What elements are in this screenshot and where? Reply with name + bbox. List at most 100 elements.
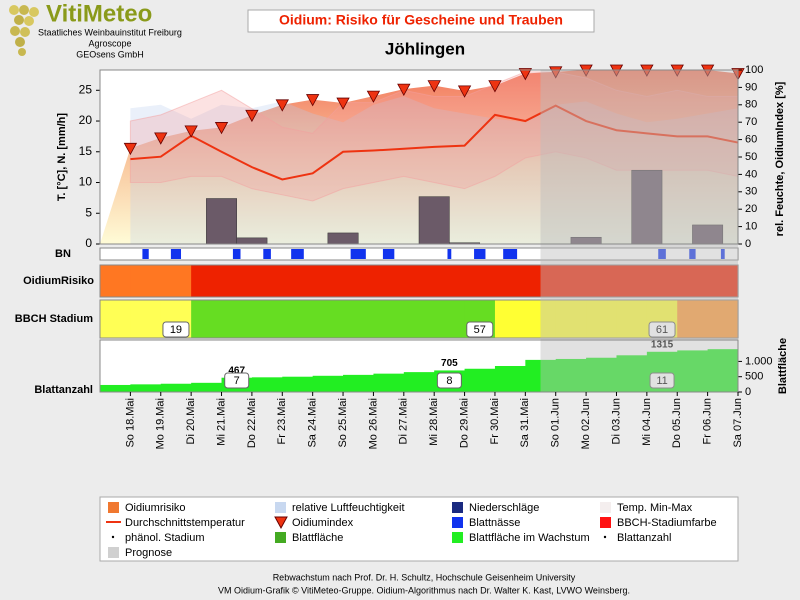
y-axis-label: T. [°C], N. [mm/h] bbox=[56, 113, 68, 201]
stage-label: 61 bbox=[656, 324, 668, 336]
precip-bar bbox=[206, 198, 237, 245]
leaf-area-bar bbox=[100, 384, 131, 392]
bbch-cell bbox=[434, 300, 466, 338]
footer: Rebwachstum nach Prof. Dr. H. Schultz, H… bbox=[273, 572, 576, 582]
leaf-wetness bbox=[232, 249, 241, 259]
legend-label: BBCH-Stadiumfarbe bbox=[617, 517, 717, 529]
count-box bbox=[436, 372, 462, 389]
legend-swatch bbox=[275, 502, 286, 513]
precip-bar bbox=[631, 169, 663, 245]
leaf-wetness bbox=[142, 249, 149, 259]
leaf-area-bar bbox=[130, 384, 162, 392]
risk-cell bbox=[525, 265, 557, 297]
x-tick-label: Mo 02.Jun bbox=[580, 398, 592, 449]
legend-swatch bbox=[452, 532, 463, 543]
leaf-wetness bbox=[291, 249, 304, 259]
risk-cell bbox=[494, 265, 526, 297]
leaf-count: 7 bbox=[234, 375, 240, 387]
bbch-cell bbox=[373, 300, 405, 338]
x-tick-label: So 01.Jun bbox=[550, 398, 562, 448]
legend-label: Prognose bbox=[125, 547, 172, 559]
leaf-area-bar bbox=[616, 355, 648, 392]
legend-label: relative Luftfeuchtigkeit bbox=[292, 502, 405, 514]
index-marker bbox=[366, 90, 381, 103]
index-marker bbox=[336, 97, 350, 110]
x-tick-label: Fr 30.Mai bbox=[489, 398, 501, 444]
stage-box bbox=[648, 321, 676, 338]
leaf-area-bar bbox=[403, 372, 435, 392]
bbch-cell bbox=[586, 300, 617, 338]
title-box bbox=[247, 9, 595, 33]
y2-tick-label: 40 bbox=[745, 168, 757, 180]
legend-label: Blattfläche im Wachstum bbox=[469, 532, 590, 544]
bn-row bbox=[99, 247, 739, 261]
x-tick-label: Fr 06.Jun bbox=[702, 398, 714, 444]
bbch-cell bbox=[312, 300, 344, 338]
humidity-area bbox=[130, 96, 738, 244]
stage-box bbox=[466, 321, 494, 338]
leaf-wetness bbox=[350, 249, 366, 259]
index-marker bbox=[214, 122, 229, 135]
row-label: BBCH Stadium bbox=[15, 313, 93, 325]
risk-cell bbox=[434, 265, 466, 297]
risk-frame bbox=[99, 264, 739, 298]
risk-cell bbox=[282, 265, 314, 297]
x-tick-label: So 18.Mai bbox=[124, 398, 136, 448]
legend-swatch bbox=[600, 502, 611, 513]
institute: GEOsens GmbH bbox=[76, 49, 144, 59]
forecast-overlay bbox=[540, 70, 738, 392]
y2-tick-label: 0 bbox=[745, 238, 751, 250]
leaf-area-bar bbox=[707, 349, 739, 392]
y-tick-label: 20 bbox=[79, 113, 93, 127]
leaf-area-bar bbox=[677, 350, 709, 392]
leaf-wetness bbox=[447, 249, 452, 259]
legend-label: Niederschläge bbox=[469, 502, 539, 514]
count-box bbox=[649, 372, 675, 389]
count-box bbox=[224, 372, 250, 389]
legend-label: Oidiumrisiko bbox=[125, 502, 186, 514]
risk-cell bbox=[677, 265, 709, 297]
temp-line bbox=[130, 104, 739, 181]
y-tick-label: 5 bbox=[85, 205, 92, 219]
risk-cell bbox=[373, 265, 405, 297]
index-marker bbox=[457, 85, 472, 98]
x-tick-label: Mi 28.Mai bbox=[428, 398, 440, 446]
legend-label: Temp. Min-Max bbox=[617, 502, 693, 514]
leaf-area-bar bbox=[464, 368, 496, 392]
risk-cell bbox=[555, 265, 587, 297]
leaf-area-label: 705 bbox=[441, 358, 458, 369]
index-marker bbox=[518, 68, 533, 81]
risk-cell bbox=[160, 265, 192, 297]
x-tick-label: Sa 31.Mai bbox=[519, 398, 531, 448]
bbch-cell bbox=[677, 300, 709, 338]
y-tick-label: 10 bbox=[79, 175, 93, 189]
leaf-area-bar bbox=[251, 377, 283, 392]
leaf-area-bar bbox=[586, 357, 617, 392]
legend-label: Durchschnittstemperatur bbox=[125, 517, 245, 529]
x-tick-label: Sa 07.Jun bbox=[732, 398, 744, 448]
risk-cell bbox=[191, 265, 223, 297]
x-tick-label: Di 27.Mai bbox=[398, 398, 410, 444]
legend-swatch bbox=[108, 502, 119, 513]
x-tick-label: Do 29.Mai bbox=[458, 398, 470, 448]
legend-swatch bbox=[452, 517, 463, 528]
risk-cell bbox=[586, 265, 617, 297]
risk-cell bbox=[464, 265, 496, 297]
y2-tick-label: 100 bbox=[745, 64, 763, 76]
y2-tick-label: 50 bbox=[745, 151, 757, 163]
risk-cell bbox=[251, 265, 283, 297]
bbch-cell bbox=[191, 300, 223, 338]
precip-bar bbox=[418, 196, 450, 245]
y2-tick-label: 20 bbox=[745, 203, 757, 215]
leaf-wetness bbox=[382, 249, 395, 259]
leaf-wetness bbox=[720, 249, 725, 259]
y-tick-label: 0 bbox=[85, 236, 92, 250]
leaf-area-bar bbox=[494, 366, 526, 392]
leaf-count: 11 bbox=[656, 375, 667, 387]
risk-cell bbox=[312, 265, 344, 297]
institute: Staatliches Weinbauinstitut Freiburg bbox=[38, 27, 182, 37]
risk-cell bbox=[130, 265, 162, 297]
y2-tick-label: 90 bbox=[745, 81, 757, 93]
legend-label: Oidiumindex bbox=[292, 517, 354, 529]
legend-label: Blattanzahl bbox=[617, 532, 671, 544]
